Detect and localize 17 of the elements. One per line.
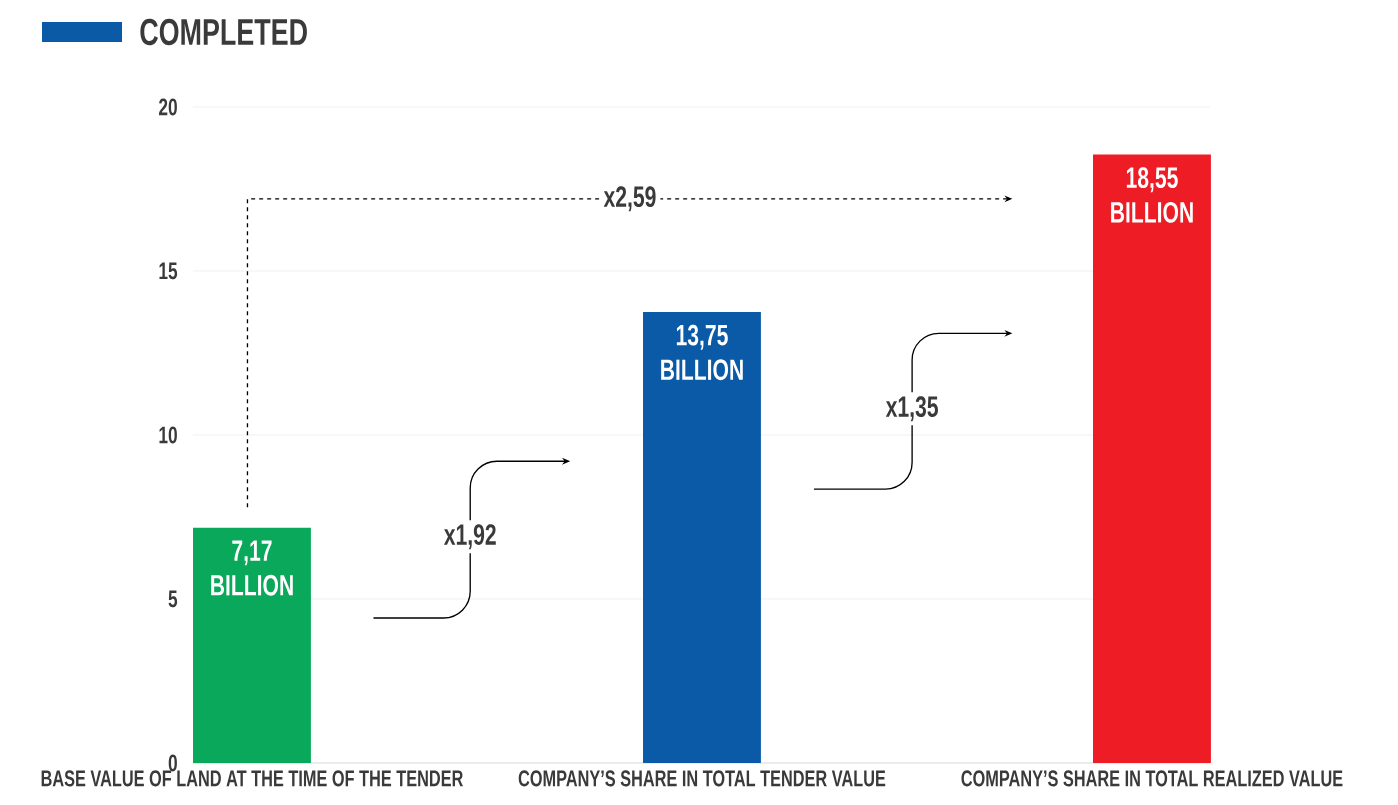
y-tick-label: 10 [159, 426, 177, 444]
y-tick-label: 20 [159, 98, 177, 116]
x-tick-label: COMPANY’S SHARE IN TOTAL REALIZED VALUE [961, 770, 1343, 787]
data-label: 13,75 BILLION [661, 324, 743, 381]
annotation: x2,59 [603, 186, 656, 212]
annotation: x1,35 [885, 396, 938, 422]
y-tick-label: 15 [159, 262, 178, 280]
x-tick-label: COMPANY’S SHARE IN TOTAL TENDER VALUE [518, 770, 886, 787]
annotation: x1,92 [443, 524, 496, 550]
data-label: 18,55 BILLION [1111, 167, 1193, 223]
y-tick-label: 5 [168, 590, 178, 608]
legend-label: COMPLETED [140, 18, 307, 46]
bar [193, 527, 311, 763]
y-tick-label: 0 [168, 754, 177, 772]
bar [643, 311, 761, 763]
data-label: 7,17 BILLION [211, 540, 293, 596]
bar [1093, 154, 1211, 763]
